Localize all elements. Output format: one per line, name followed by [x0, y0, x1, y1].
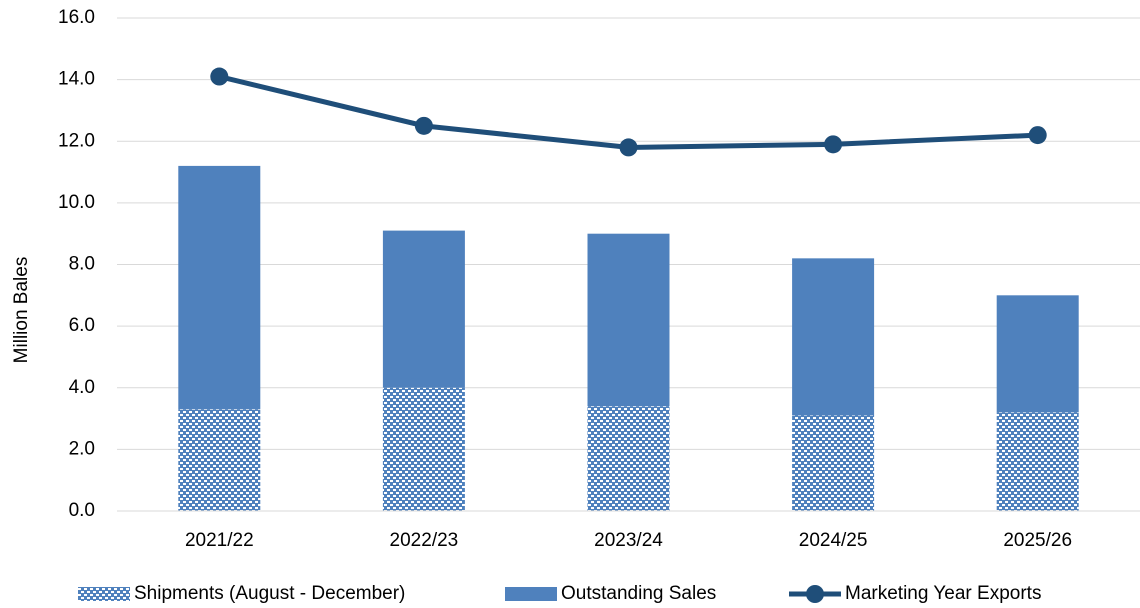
- bar-segment: [996, 412, 1079, 511]
- y-tick-label: 4.0: [69, 377, 95, 398]
- legend-label: Shipments (August - December): [134, 583, 405, 604]
- x-tick-label: 2025/26: [1003, 530, 1072, 551]
- y-axis-title: Million Bales: [11, 257, 32, 364]
- y-tick-label: 8.0: [69, 254, 95, 275]
- line-marker: [210, 67, 229, 86]
- bar-segment: [178, 409, 261, 511]
- line-marker: [1028, 126, 1047, 145]
- y-tick-label: 0.0: [69, 500, 95, 521]
- bar-segment: [178, 165, 261, 410]
- bar-segment: [587, 406, 670, 511]
- legend-swatch: [505, 587, 557, 601]
- y-tick-label: 6.0: [69, 315, 95, 336]
- line-marker: [414, 116, 433, 135]
- bar-segment: [382, 230, 465, 388]
- bar-segment: [792, 415, 875, 511]
- legend-marker: [806, 585, 824, 603]
- y-tick-label: 16.0: [58, 7, 95, 28]
- x-tick-label: 2022/23: [390, 530, 459, 551]
- y-tick-label: 10.0: [58, 192, 95, 213]
- x-tick-label: 2021/22: [185, 530, 254, 551]
- legend-swatch: [78, 587, 130, 601]
- line: [218, 74, 1038, 150]
- y-tick-label: 2.0: [69, 438, 95, 459]
- bar-segment: [792, 258, 875, 416]
- x-tick-label: 2023/24: [594, 530, 663, 551]
- x-tick-label: 2024/25: [799, 530, 868, 551]
- bar-segment: [587, 233, 670, 407]
- y-tick-label: 12.0: [58, 130, 95, 151]
- legend-label: Outstanding Sales: [561, 583, 716, 604]
- line-marker: [619, 138, 638, 157]
- bar-segment: [996, 295, 1079, 413]
- y-tick-label: 14.0: [58, 69, 95, 90]
- bar-segment: [382, 387, 465, 511]
- line-marker: [824, 135, 843, 154]
- legend-label: Marketing Year Exports: [845, 583, 1041, 604]
